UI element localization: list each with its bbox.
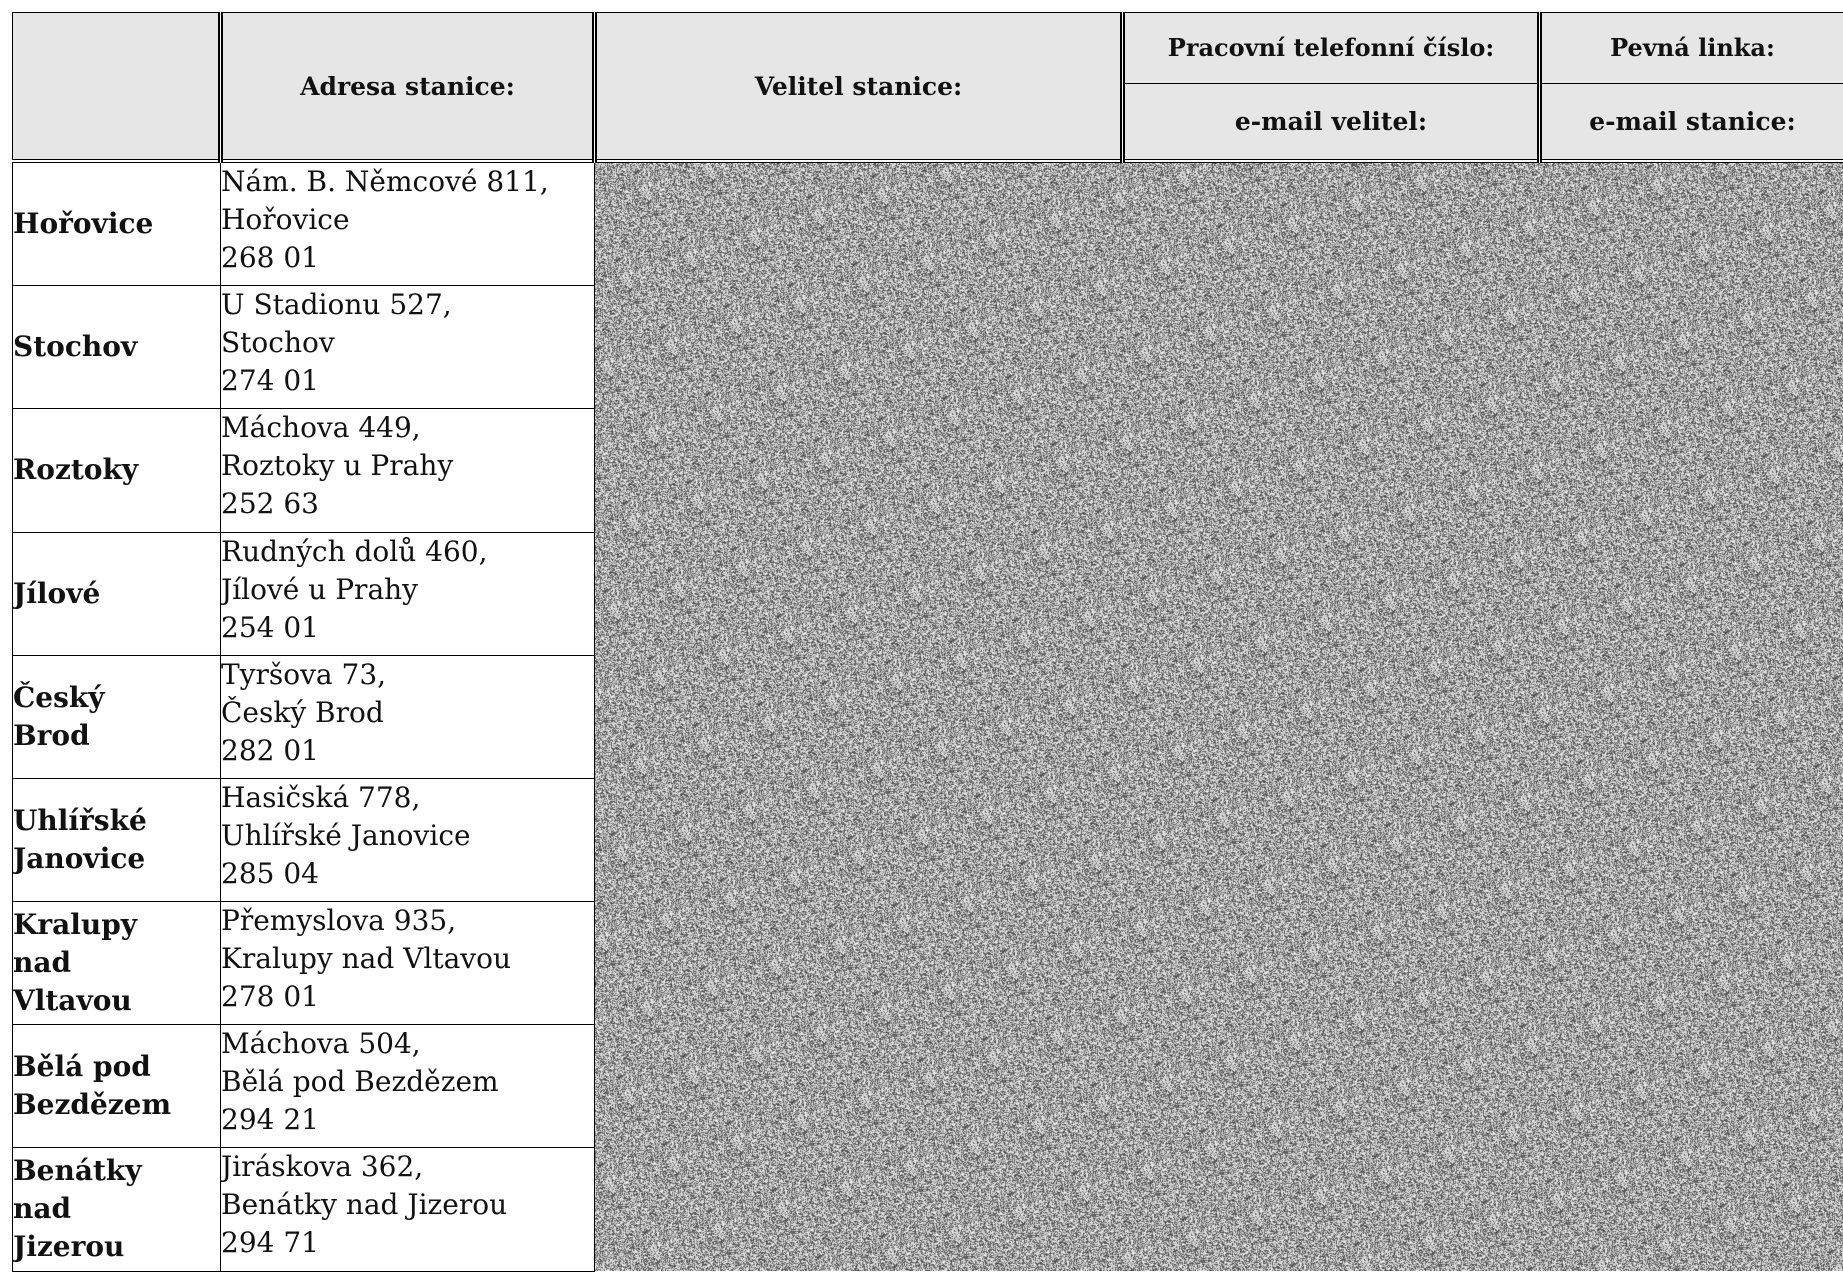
address-zip: 254 01 (221, 609, 594, 647)
station-name: Uhlířské Janovice (13, 778, 221, 901)
address-street: Nám. B. Němcové 811, (221, 163, 594, 201)
address-zip: 252 63 (221, 485, 594, 523)
station-name: Bělá pod Bezdězem (13, 1025, 221, 1148)
address-street: Máchova 449, (221, 409, 594, 447)
address-zip: 274 01 (221, 362, 594, 400)
station-name: Benátky nad Jizerou (13, 1148, 221, 1271)
address-street: Tyršova 73, (221, 656, 594, 694)
address-town: Roztoky u Prahy (221, 447, 594, 485)
station-name: Jílové (13, 532, 221, 655)
header-commander: Velitel stanice: (595, 13, 1123, 162)
address-zip: 278 01 (221, 978, 594, 1016)
address-street: Přemyslova 935, (221, 902, 594, 940)
address-town: Stochov (221, 324, 594, 362)
station-name: Hořovice (13, 161, 221, 286)
address-town: Hořovice (221, 201, 594, 239)
header-email-station: e-mail stanice: (1540, 84, 1843, 161)
address-zip: 282 01 (221, 732, 594, 770)
address-town: Jílové u Prahy (221, 571, 594, 609)
address-street: Máchova 504, (221, 1025, 594, 1063)
redacted-noise-area (595, 161, 1843, 1271)
address-street: Hasičská 778, (221, 779, 594, 817)
address-street: U Stadionu 527, (221, 286, 594, 324)
header-work-phone: Pracovní telefonní číslo: (1123, 13, 1540, 84)
address-zip: 285 04 (221, 855, 594, 893)
address-street: Rudných dolů 460, (221, 533, 594, 571)
header-address: Adresa stanice: (221, 13, 595, 162)
header-corner (13, 13, 221, 162)
address-town: Kralupy nad Vltavou (221, 940, 594, 978)
address-town: Uhlířské Janovice (221, 817, 594, 855)
noise-texture (595, 163, 1843, 1271)
station-name: Český Brod (13, 655, 221, 778)
address-zip: 268 01 (221, 239, 594, 277)
station-name: Roztoky (13, 409, 221, 532)
address-town: Český Brod (221, 694, 594, 732)
address-town: Bělá pod Bezdězem (221, 1063, 594, 1101)
station-name: Stochov (13, 286, 221, 409)
address-zip: 294 21 (221, 1101, 594, 1139)
header-landline: Pevná linka: (1540, 13, 1843, 84)
address-street: Jiráskova 362, (221, 1148, 594, 1186)
station-name: Kralupy nad Vltavou (13, 901, 221, 1024)
address-zip: 294 71 (221, 1224, 594, 1262)
fire-stations-table: Adresa stanice: Velitel stanice: Pracovn… (12, 12, 1843, 1272)
address-town: Benátky nad Jizerou (221, 1186, 594, 1224)
header-email-commander: e-mail velitel: (1123, 84, 1540, 161)
